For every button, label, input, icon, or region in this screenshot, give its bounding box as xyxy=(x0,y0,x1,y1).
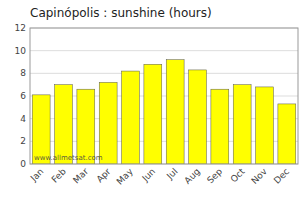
watermark: www.allmetsat.com xyxy=(34,154,103,162)
bar xyxy=(233,85,251,164)
bar xyxy=(144,64,162,164)
bar xyxy=(99,82,117,164)
y-tick-label: 0 xyxy=(20,159,26,169)
x-tick-label: Nov xyxy=(249,166,269,186)
x-tick-label: Aug xyxy=(182,166,202,186)
bar xyxy=(122,71,140,164)
x-tick-label: May xyxy=(115,166,136,187)
plot-background xyxy=(30,28,298,164)
x-tick-label: Oct xyxy=(229,166,247,184)
bar xyxy=(278,104,296,164)
plot-frame xyxy=(30,28,298,164)
bar xyxy=(77,89,95,164)
bar xyxy=(189,70,207,164)
bars xyxy=(32,60,296,164)
x-tick-label: Jun xyxy=(140,166,158,184)
bar xyxy=(166,60,184,164)
x-tick-label: Sep xyxy=(205,166,224,185)
x-tick-label: Apr xyxy=(94,166,112,184)
bar xyxy=(211,89,229,164)
x-tick-label: Jan xyxy=(28,166,46,184)
y-tick-label: 2 xyxy=(20,136,26,146)
chart-svg: Capinópolis : sunshine (hours) 0 2 4 6 8 10 12 J… xyxy=(0,0,306,200)
y-tick-label: 6 xyxy=(20,91,26,101)
y-tick-label: 4 xyxy=(20,114,26,124)
y-tick-label: 8 xyxy=(20,68,26,78)
x-tick-label: Mar xyxy=(71,166,90,185)
grid-line xyxy=(30,50,298,51)
y-tick-label: 12 xyxy=(15,23,26,33)
bar xyxy=(256,87,274,164)
y-tick-label: 10 xyxy=(15,46,27,56)
x-tick-label: Dec xyxy=(272,166,291,185)
bar xyxy=(55,85,73,164)
chart-container: Capinópolis : sunshine (hours) 0 2 4 6 8 10 12 J… xyxy=(0,0,306,200)
title: Capinópolis : sunshine (hours) xyxy=(30,6,212,20)
grid-line xyxy=(30,73,298,74)
x-tick-label: Feb xyxy=(50,166,69,185)
x-tick-label: Jul xyxy=(164,166,179,181)
